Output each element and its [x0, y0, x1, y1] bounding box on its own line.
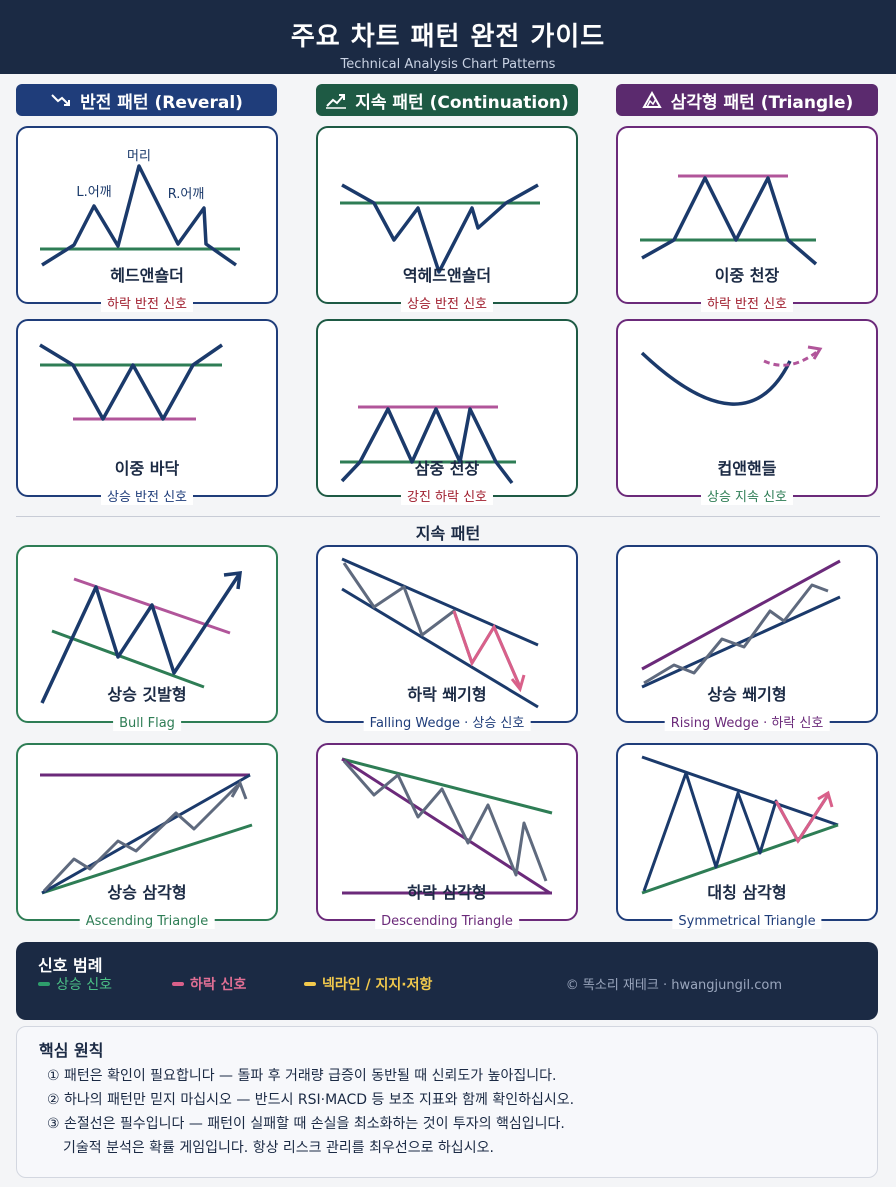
triangle-icon — [641, 91, 662, 108]
legend-bullish: 상승 신호 — [38, 974, 112, 994]
pattern-name: 하락 쐐기형 — [407, 685, 487, 704]
signal-legend: 신호 범례 상승 신호 하락 신호 넥라인 / 지지·저항 © 똑소리 재테크 … — [16, 942, 878, 1020]
pattern-signal: Descending Triangle — [375, 914, 519, 929]
left-shoulder-label: L.어깨 — [76, 185, 111, 200]
principles-title: 핵심 원칙 — [39, 1041, 104, 1060]
section-label-continuation: 지속 패턴 — [415, 524, 481, 543]
category-continuation: 지속 패턴 (Continuation) — [316, 84, 578, 116]
category-triangle: 삼각형 패턴 (Triangle) — [616, 84, 878, 116]
pattern-signal: 하락 반전 신호 — [700, 293, 794, 312]
page-title: 주요 차트 패턴 완전 가이드 — [290, 22, 606, 52]
pattern-name: 헤드앤숄더 — [110, 266, 184, 285]
page-subtitle: Technical Analysis Chart Patterns — [340, 57, 556, 72]
category-continuation-label: 지속 패턴 (Continuation) — [355, 92, 569, 113]
principle-note: 기술적 분석은 확률 게임입니다. 항상 리스크 관리를 최우선으로 하십시오. — [63, 1140, 494, 1156]
pattern-signal: 상승 반전 신호 — [100, 486, 194, 505]
page-header: 주요 차트 패턴 완전 가이드 Technical Analysis Chart… — [0, 0, 896, 74]
pattern-name: 이중 천장 — [714, 266, 780, 285]
legend-neckline-label: 넥라인 / 지지·저항 — [322, 977, 433, 993]
category-triangle-label: 삼각형 패턴 (Triangle) — [670, 92, 854, 113]
pattern-card-descending-triangle: 하락 삼각형 Descending Triangle — [316, 743, 578, 929]
pattern-signal: 하락 반전 신호 — [100, 293, 194, 312]
category-reversal: 반전 패턴 (Reveral) — [16, 84, 277, 116]
pattern-name: 상승 쐐기형 — [707, 685, 787, 704]
pattern-name: 상승 삼각형 — [107, 883, 187, 902]
ascending-triangle-chart — [40, 773, 253, 895]
neckline-swatch — [304, 982, 316, 986]
rising-wedge-chart — [641, 559, 841, 689]
pattern-card-cup-and-handle: 컵앤핸들 상승 지속 신호 — [616, 319, 878, 505]
double-bottom-chart — [39, 343, 223, 421]
right-shoulder-label: R.어깨 — [168, 187, 205, 202]
pattern-name: 대칭 삼각형 — [707, 883, 787, 902]
pattern-card-falling-wedge: 하락 쐐기형 Falling Wedge · 상승 신호 — [316, 545, 578, 731]
head-and-shoulders-chart: 머리 L.어깨 R.어깨 — [40, 149, 240, 267]
symmetrical-triangle-chart — [641, 755, 839, 895]
pattern-card-inverse-head-and-shoulders: 역헤드앤숄더 상승 반전 신호 — [316, 126, 578, 312]
pattern-signal: 상승 지속 신호 — [700, 486, 794, 505]
cup-and-handle-chart — [640, 345, 823, 406]
inverse-head-and-shoulders-chart — [340, 183, 540, 274]
section-divider — [16, 516, 880, 517]
pattern-signal: Falling Wedge · 상승 신호 — [363, 712, 531, 731]
pattern-signal: Bull Flag — [113, 716, 181, 731]
pattern-name: 하락 삼각형 — [407, 883, 487, 902]
pattern-card-triple-top: 삼중 천장 강진 하락 신호 — [316, 319, 578, 505]
pattern-card-double-top: 이중 천장 하락 반전 신호 — [616, 126, 878, 312]
descending-triangle-chart — [341, 757, 553, 895]
legend-bullish-label: 상승 신호 — [56, 977, 112, 993]
pattern-signal: 상승 반전 신호 — [400, 293, 494, 312]
principle-item: ① 패턴은 확인이 필요합니다 — 돌파 후 거래량 급증이 동반될 때 신뢰도… — [47, 1068, 557, 1084]
trend-up-icon — [326, 94, 347, 109]
pattern-card-ascending-triangle: 상승 삼각형 Ascending Triangle — [16, 743, 278, 929]
legend-bearish-label: 하락 신호 — [190, 977, 247, 993]
pattern-card-rising-wedge: 상승 쐐기형 Rising Wedge · 하락 신호 — [616, 545, 878, 731]
pattern-card-head-and-shoulders: 머리 L.어깨 R.어깨 헤드앤숄더 하락 반전 신호 — [16, 126, 278, 312]
bearish-swatch — [172, 982, 184, 986]
double-top-chart — [640, 174, 818, 266]
legend-bearish: 하락 신호 — [172, 974, 246, 994]
bullish-swatch — [38, 982, 50, 986]
pattern-card-bull-flag: 상승 깃발형 Bull Flag — [16, 545, 278, 731]
pattern-name: 삼중 천장 — [414, 459, 480, 478]
pattern-signal: Rising Wedge · 하락 신호 — [664, 712, 830, 731]
pattern-signal: 강진 하락 신호 — [400, 486, 494, 505]
bull-flag-chart — [40, 570, 243, 704]
pattern-signal: Ascending Triangle — [79, 914, 215, 929]
pattern-name: 이중 바닥 — [114, 459, 180, 478]
pattern-name: 역헤드앤숄더 — [402, 266, 492, 285]
principles-box: 핵심 원칙 ① 패턴은 확인이 필요합니다 — 돌파 후 거래량 급증이 동반될… — [16, 1026, 878, 1178]
falling-wedge-chart — [341, 557, 539, 709]
pattern-name: 상승 깃발형 — [107, 685, 187, 704]
head-label: 머리 — [127, 149, 151, 164]
pattern-card-double-bottom: 이중 바닥 상승 반전 신호 — [16, 319, 278, 505]
legend-title: 신호 범례 — [38, 956, 103, 975]
pattern-name: 컵앤핸들 — [717, 459, 777, 478]
pattern-signal: Symmetrical Triangle — [672, 914, 822, 929]
principle-item: ③ 손절선은 필수입니다 — 패턴이 실패할 때 손실을 최소화하는 것이 투자… — [47, 1116, 565, 1132]
trend-down-icon — [51, 94, 71, 106]
pattern-card-symmetrical-triangle: 대칭 삼각형 Symmetrical Triangle — [616, 743, 878, 929]
principle-item: ② 하나의 패턴만 믿지 마십시오 — 반드시 RSI·MACD 등 보조 지표… — [47, 1092, 575, 1108]
credit-text: © 똑소리 재테크 · hwangjungil.com — [565, 978, 782, 993]
triple-top-chart — [340, 405, 516, 485]
category-reversal-label: 반전 패턴 (Reveral) — [80, 92, 243, 113]
legend-neckline: 넥라인 / 지지·저항 — [304, 974, 432, 994]
